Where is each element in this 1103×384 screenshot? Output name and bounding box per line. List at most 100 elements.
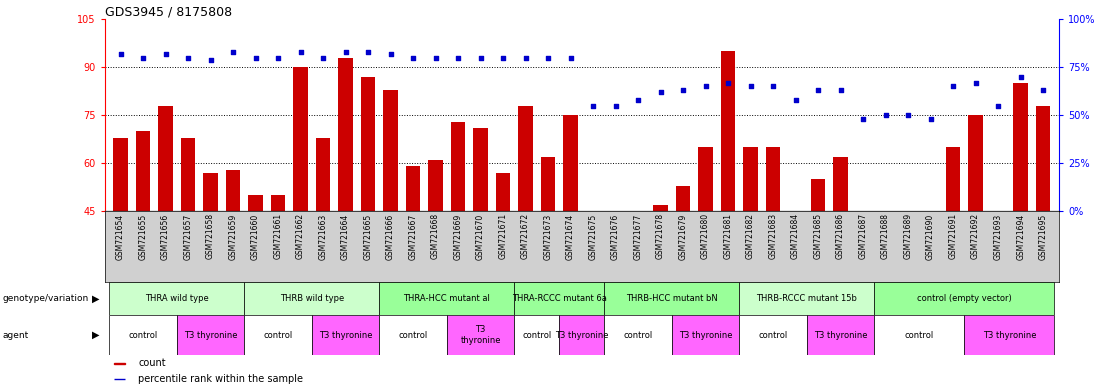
Point <box>585 103 602 109</box>
Bar <box>495 173 511 211</box>
Point <box>135 55 152 61</box>
Text: GSM721686: GSM721686 <box>836 214 845 260</box>
Text: T3 thyronine: T3 thyronine <box>814 331 867 339</box>
Text: THRB wild type: THRB wild type <box>280 294 344 303</box>
Text: T3
thyronine: T3 thyronine <box>460 325 501 345</box>
Point <box>810 87 827 93</box>
Text: T3 thyronine: T3 thyronine <box>678 331 732 339</box>
Bar <box>473 128 488 211</box>
Bar <box>248 195 263 211</box>
Bar <box>312 315 379 355</box>
Point <box>944 83 962 89</box>
Point <box>607 103 624 109</box>
Text: GSM721657: GSM721657 <box>183 214 193 260</box>
Point <box>404 55 421 61</box>
Bar <box>158 106 173 211</box>
Text: ▶: ▶ <box>92 293 99 304</box>
Text: GSM721695: GSM721695 <box>1039 214 1048 260</box>
Bar <box>114 137 128 211</box>
Point <box>855 116 872 122</box>
Text: GSM721678: GSM721678 <box>656 214 665 260</box>
Bar <box>586 211 600 291</box>
Bar <box>676 185 690 211</box>
Bar <box>1036 106 1050 211</box>
Bar <box>361 77 375 211</box>
Bar <box>447 315 514 355</box>
Bar <box>559 315 604 355</box>
Text: GSM721661: GSM721661 <box>274 214 282 260</box>
Bar <box>564 115 578 211</box>
Text: control: control <box>128 331 158 339</box>
Text: control: control <box>623 331 653 339</box>
Bar <box>406 166 420 211</box>
Text: GSM721666: GSM721666 <box>386 214 395 260</box>
Bar <box>514 315 559 355</box>
Text: GSM721691: GSM721691 <box>949 214 957 260</box>
Point <box>360 49 377 55</box>
Text: GSM721682: GSM721682 <box>746 214 756 259</box>
Point <box>989 103 1007 109</box>
Text: THRA wild type: THRA wild type <box>144 294 208 303</box>
Text: GSM721687: GSM721687 <box>858 214 868 260</box>
Point <box>224 49 242 55</box>
Point <box>967 79 985 86</box>
Point <box>674 87 692 93</box>
Bar <box>923 211 938 298</box>
Bar <box>176 315 244 355</box>
Text: THRA-HCC mutant al: THRA-HCC mutant al <box>404 294 490 303</box>
Text: control: control <box>264 331 292 339</box>
Point <box>449 55 467 61</box>
Text: GSM721693: GSM721693 <box>994 214 1003 260</box>
Point <box>314 55 332 61</box>
Text: GSM721670: GSM721670 <box>476 214 485 260</box>
Point <box>247 55 265 61</box>
Point <box>697 83 715 89</box>
Point <box>561 55 579 61</box>
Point <box>269 55 287 61</box>
Bar <box>653 205 668 211</box>
Text: GSM721680: GSM721680 <box>702 214 710 260</box>
Text: GSM721669: GSM721669 <box>453 214 462 260</box>
Text: GSM721660: GSM721660 <box>251 214 260 260</box>
Point <box>764 83 782 89</box>
Text: control (empty vector): control (empty vector) <box>917 294 1011 303</box>
Point <box>786 97 804 103</box>
Bar <box>739 282 875 315</box>
Text: GSM721659: GSM721659 <box>228 214 237 260</box>
Bar <box>203 173 218 211</box>
Bar <box>833 157 848 211</box>
Bar <box>109 315 176 355</box>
Bar <box>968 115 983 211</box>
Text: GSM721685: GSM721685 <box>814 214 823 260</box>
Point <box>742 83 760 89</box>
Text: GSM721672: GSM721672 <box>521 214 531 260</box>
Bar <box>244 282 379 315</box>
Point <box>382 51 399 57</box>
Bar <box>807 315 875 355</box>
Text: THRA-RCCC mutant 6a: THRA-RCCC mutant 6a <box>512 294 607 303</box>
Text: GSM721656: GSM721656 <box>161 214 170 260</box>
Text: T3 thyronine: T3 thyronine <box>555 331 609 339</box>
Text: GSM721664: GSM721664 <box>341 214 350 260</box>
Bar <box>990 211 1006 266</box>
Text: GSM721690: GSM721690 <box>927 214 935 260</box>
Text: GSM721668: GSM721668 <box>431 214 440 260</box>
Text: THRB-HCC mutant bN: THRB-HCC mutant bN <box>627 294 718 303</box>
Text: control: control <box>398 331 428 339</box>
Text: T3 thyronine: T3 thyronine <box>184 331 237 339</box>
Bar <box>109 282 244 315</box>
Bar <box>270 195 286 211</box>
Bar <box>181 137 195 211</box>
Point <box>427 55 445 61</box>
Bar <box>379 282 514 315</box>
Bar <box>720 51 736 211</box>
Text: ▶: ▶ <box>92 330 99 340</box>
Text: GDS3945 / 8175808: GDS3945 / 8175808 <box>105 5 232 18</box>
Text: GSM721684: GSM721684 <box>791 214 800 260</box>
Bar <box>293 67 308 211</box>
Bar <box>226 170 240 211</box>
Text: GSM721675: GSM721675 <box>589 214 598 260</box>
Point <box>1035 87 1052 93</box>
Bar <box>518 106 533 211</box>
Text: control: control <box>904 331 934 339</box>
